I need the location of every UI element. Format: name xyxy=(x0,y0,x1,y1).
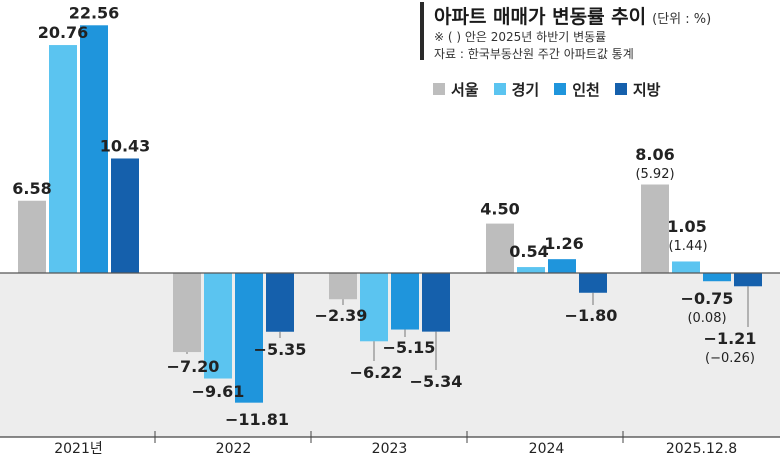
secondary-label: (5.92) xyxy=(635,167,674,182)
legend-label: 서울 xyxy=(451,80,479,99)
x-tick-label: 2024 xyxy=(529,441,565,456)
data-label: −5.35 xyxy=(254,340,307,359)
bar xyxy=(734,273,762,287)
parenthesis-note: ※ ( ) 안은 2025년 하반기 변동률 xyxy=(434,30,607,44)
bar xyxy=(422,273,450,332)
x-tick-label: 2023 xyxy=(372,441,408,456)
bar xyxy=(548,259,576,273)
bar xyxy=(360,273,388,342)
bar xyxy=(18,200,46,273)
data-label: −7.20 xyxy=(167,357,220,376)
data-label: 8.06 xyxy=(635,145,674,164)
bar xyxy=(672,261,700,273)
data-label: 22.56 xyxy=(69,3,120,22)
bar xyxy=(80,25,108,274)
source-note: 자료 : 한국부동산원 주간 아파트값 통계 xyxy=(434,47,634,61)
data-label: −1.21 xyxy=(704,329,757,348)
bar xyxy=(49,45,77,273)
legend-label: 지방 xyxy=(632,80,661,99)
data-label: −5.34 xyxy=(410,372,463,391)
data-label: −11.81 xyxy=(225,410,289,429)
data-label: −1.80 xyxy=(565,306,618,325)
data-label: 10.43 xyxy=(100,136,151,155)
title-block: 아파트 매매가 변동률 추이 (단위 : %) ※ ( ) 안은 2025년 하반… xyxy=(420,0,770,62)
x-tick-label: 2025.12.8 xyxy=(666,441,737,456)
legend-item: 인천 xyxy=(554,79,600,100)
legend-item: 경기 xyxy=(493,79,540,100)
legend-swatch xyxy=(614,83,627,95)
legend-swatch xyxy=(493,83,506,95)
bar xyxy=(641,184,669,273)
bar xyxy=(111,158,139,273)
chart-title: 아파트 매매가 변동률 추이 (단위 : %) xyxy=(434,2,711,29)
data-label: 20.76 xyxy=(38,23,89,42)
negative-region xyxy=(0,273,780,437)
data-label: −0.75 xyxy=(681,289,734,308)
secondary-label: (−0.26) xyxy=(705,351,755,366)
data-label: 4.50 xyxy=(480,200,519,219)
bar xyxy=(266,273,294,332)
data-label: −2.39 xyxy=(315,306,368,325)
legend-label: 경기 xyxy=(511,80,540,99)
data-label: −6.22 xyxy=(350,363,403,382)
secondary-label: (1.44) xyxy=(668,239,707,254)
secondary-label: (0.08) xyxy=(687,311,726,326)
bar xyxy=(391,273,419,330)
legend-item: 지방 xyxy=(614,79,661,100)
bar xyxy=(579,273,607,293)
legend: 서울 경기 인천 지방 xyxy=(433,78,675,100)
data-label: 0.54 xyxy=(509,242,548,261)
data-label: −9.61 xyxy=(192,382,245,401)
chart-title-text: 아파트 매매가 변동률 추이 xyxy=(434,6,647,28)
bar xyxy=(703,273,731,282)
data-label: 6.58 xyxy=(12,179,51,198)
legend-swatch xyxy=(554,83,567,95)
bar xyxy=(173,273,201,353)
legend-swatch xyxy=(433,83,445,95)
bar xyxy=(486,223,514,273)
bar xyxy=(517,267,545,273)
bar xyxy=(329,273,357,300)
x-tick-label: 2021년 xyxy=(54,441,103,456)
title-accent-bar xyxy=(420,2,424,60)
bar xyxy=(235,273,263,403)
legend-item: 서울 xyxy=(433,79,479,100)
data-label: −5.15 xyxy=(383,338,436,357)
bar xyxy=(204,273,232,379)
data-label: 1.05 xyxy=(667,217,706,236)
data-label: 1.26 xyxy=(544,234,583,253)
legend-label: 인천 xyxy=(572,80,600,99)
x-tick-label: 2022 xyxy=(216,441,252,456)
unit-label: (단위 : %) xyxy=(652,12,712,27)
